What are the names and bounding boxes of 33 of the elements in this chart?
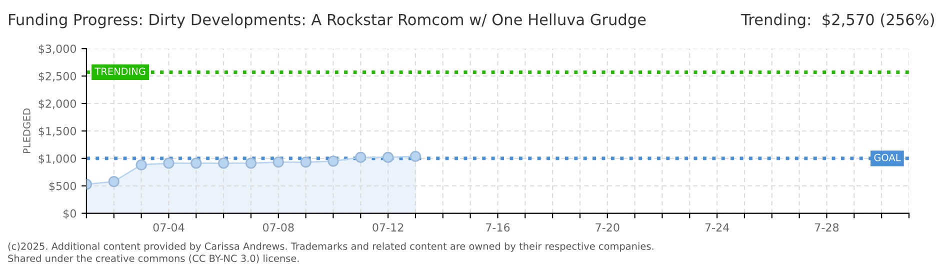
point <box>136 159 147 170</box>
point <box>190 158 202 169</box>
y-tick-label: $500 <box>49 182 76 192</box>
ref-line-label: TRENDING <box>94 68 146 76</box>
y-tick-label: $1,500 <box>38 126 76 137</box>
point <box>108 176 120 188</box>
point <box>163 158 174 169</box>
text: (c)2025. Additional content provided by Carissa Andrews. Trademarks and related content are owned by their respective companies. <box>8 242 654 252</box>
x-tick-label: 07-08 <box>262 223 294 232</box>
y-axis-title: PLEDGED <box>23 108 30 154</box>
x-tick-label: 07-04 <box>153 223 184 232</box>
x-tick-label: 07-12 <box>372 223 404 232</box>
point <box>218 158 230 169</box>
point <box>272 156 284 168</box>
chart-title: Funding Progress: Dirty Developments: A Rockstar Romcom w/ One Helluva Grudge <box>9 14 646 28</box>
point <box>328 156 339 167</box>
x-tick-label: 7-24 <box>705 223 730 232</box>
x-tick-label: 7-20 <box>596 223 620 232</box>
point <box>245 158 257 169</box>
point <box>410 150 422 162</box>
y-tick-label: $3,000 <box>38 44 76 54</box>
chart-subtitle: Trending: $2,570 (256%) <box>741 14 934 28</box>
x-tick-label: 7-28 <box>815 223 839 232</box>
y-tick-label: $2,000 <box>38 99 76 110</box>
point <box>382 152 394 163</box>
x-tick-label: 7-16 <box>486 223 510 232</box>
point <box>300 156 312 168</box>
text: Shared under the creative commons (CC BY-NC 3.0) license. <box>8 254 299 264</box>
y-tick-label: $1,000 <box>38 154 76 164</box>
y-tick-label: $2,500 <box>38 72 76 82</box>
y-tick-label: $0 <box>64 209 76 220</box>
point <box>355 152 366 163</box>
ref-line-label: GOAL <box>874 154 901 162</box>
